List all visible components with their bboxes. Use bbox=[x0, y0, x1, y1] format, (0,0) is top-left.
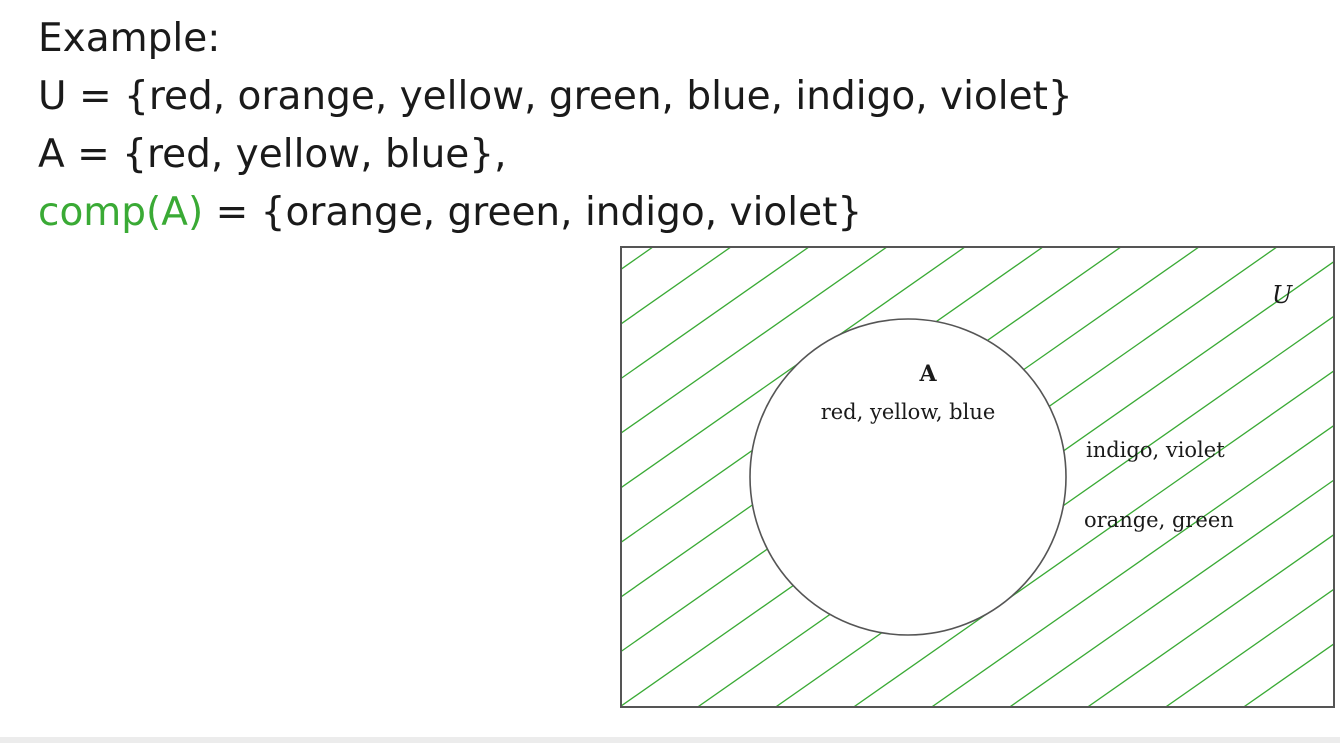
bottom-strip bbox=[0, 737, 1340, 743]
outside-members-bottom: orange, green bbox=[1084, 508, 1234, 532]
universe-rectangle bbox=[620, 246, 1335, 708]
set-a-label: A bbox=[918, 361, 937, 387]
hatch-line bbox=[930, 424, 1334, 707]
hatch-line bbox=[621, 247, 1200, 653]
universe-definition: U = {red, orange, yellow, green, blue, i… bbox=[38, 74, 1073, 119]
hatch-line bbox=[1164, 588, 1334, 707]
hatch-line bbox=[696, 260, 1334, 707]
hatch-line bbox=[852, 370, 1334, 707]
outside-members-top: indigo, violet bbox=[1086, 438, 1225, 462]
set-a-definition: A = {red, yellow, blue}, bbox=[38, 132, 507, 177]
hatch-line bbox=[621, 247, 654, 271]
hatch-line bbox=[621, 247, 732, 325]
complement-name: comp(A) bbox=[38, 190, 204, 235]
hatch-line bbox=[621, 247, 1044, 544]
complement-definition: comp(A) = {orange, green, indigo, violet… bbox=[38, 184, 1073, 242]
complement-members: = {orange, green, indigo, violet} bbox=[203, 190, 863, 235]
hatch-line bbox=[1086, 533, 1334, 707]
set-a-members: red, yellow, blue bbox=[821, 400, 996, 424]
set-a-circle bbox=[749, 318, 1067, 636]
hatch-line bbox=[1008, 479, 1334, 707]
hatch-line bbox=[621, 247, 966, 489]
heading: Example: bbox=[38, 16, 221, 61]
hatch-line bbox=[621, 247, 810, 380]
hatch-line bbox=[774, 315, 1334, 707]
slide-text: Example: U = {red, orange, yellow, green… bbox=[38, 10, 1073, 242]
hatch-line bbox=[621, 247, 1278, 707]
hatch-line bbox=[621, 247, 888, 434]
universe-label: U bbox=[1272, 281, 1293, 309]
